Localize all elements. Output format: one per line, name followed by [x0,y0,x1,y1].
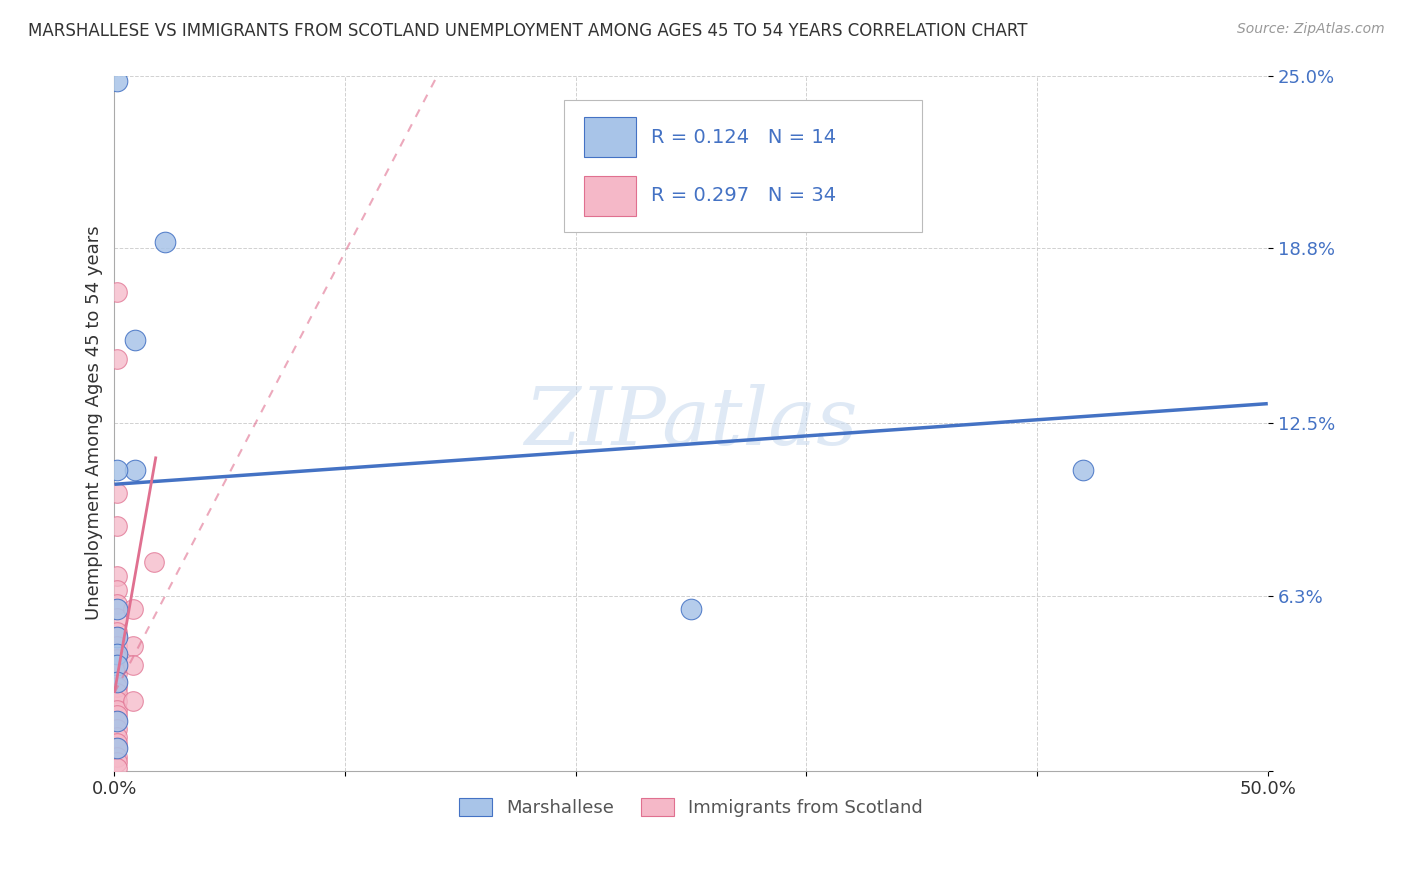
FancyBboxPatch shape [564,100,922,232]
Point [105,749,128,764]
Point [105,611,128,625]
Point [105,702,128,716]
Point [105,597,128,611]
Point [121,639,143,653]
Point [124,463,146,477]
Point [153,235,176,250]
Point [105,463,128,477]
Point [105,519,128,533]
Point [105,652,128,666]
Text: Source: ZipAtlas.com: Source: ZipAtlas.com [1237,22,1385,37]
Point [105,647,128,661]
Point [124,333,146,347]
Point [105,741,128,756]
Point [105,666,128,681]
FancyBboxPatch shape [583,176,636,216]
Point [681,602,703,616]
Point [105,694,128,708]
Point [105,674,128,689]
Point [105,485,128,500]
Point [105,722,128,736]
Point [105,602,128,616]
Point [105,647,128,661]
Point [105,708,128,723]
Point [105,74,128,88]
Point [105,582,128,597]
Point [105,756,128,770]
Text: R = 0.297   N = 34: R = 0.297 N = 34 [651,186,835,205]
Point [105,658,128,673]
Point [105,630,128,644]
Text: ZIPatlas: ZIPatlas [524,384,858,462]
Point [105,761,128,775]
Point [105,714,128,728]
Point [105,741,128,756]
Legend: Marshallese, Immigrants from Scotland: Marshallese, Immigrants from Scotland [453,790,931,824]
Point [105,680,128,694]
Text: MARSHALLESE VS IMMIGRANTS FROM SCOTLAND UNEMPLOYMENT AMONG AGES 45 TO 54 YEARS C: MARSHALLESE VS IMMIGRANTS FROM SCOTLAND … [28,22,1028,40]
Point [1071,463,1094,477]
Point [105,630,128,644]
Point [105,285,128,300]
Point [121,694,143,708]
Point [142,555,165,569]
Point [105,674,128,689]
Text: R = 0.124   N = 14: R = 0.124 N = 14 [651,128,835,146]
Point [105,714,128,728]
Point [105,658,128,673]
Point [105,686,128,700]
Y-axis label: Unemployment Among Ages 45 to 54 years: Unemployment Among Ages 45 to 54 years [86,226,103,621]
Point [105,731,128,745]
Point [121,658,143,673]
Point [105,352,128,367]
FancyBboxPatch shape [583,117,636,157]
Point [105,639,128,653]
Point [105,736,128,750]
Point [105,624,128,639]
Point [105,569,128,583]
Point [121,602,143,616]
